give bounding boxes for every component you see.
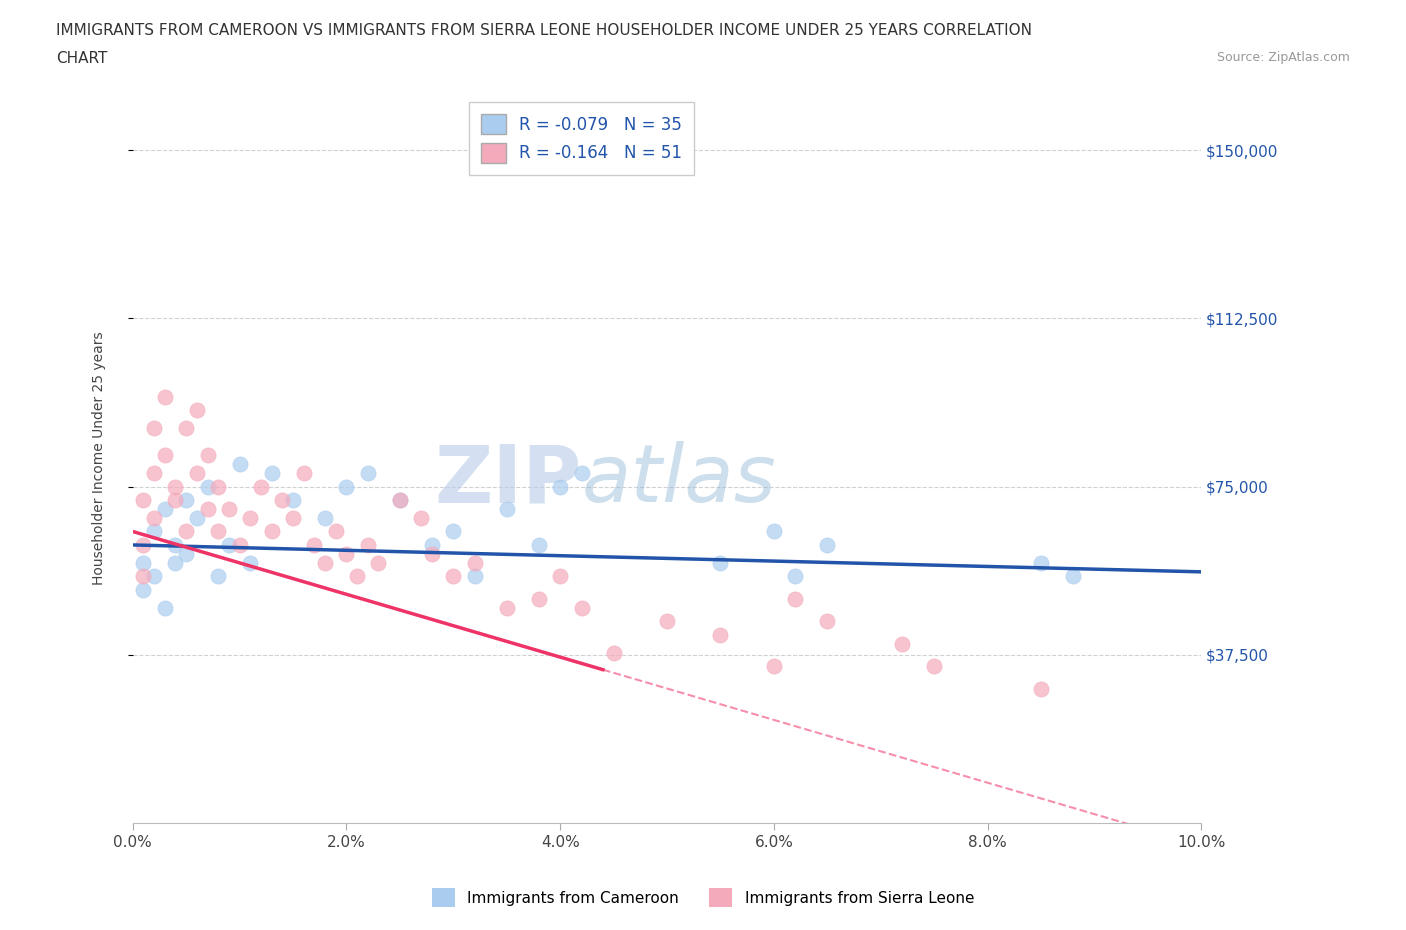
Point (709, 627, 731, 642)
Point (165, 479, 187, 494)
Point (143, 511, 166, 525)
Point (281, 493, 304, 508)
Point (250, 479, 273, 494)
Point (325, 524, 347, 538)
Point (335, 547, 357, 562)
Point (762, 658, 785, 673)
Point (186, 466, 208, 481)
Point (441, 569, 464, 584)
Point (153, 390, 176, 405)
Text: ZIP: ZIP (434, 442, 582, 520)
Point (357, 538, 380, 552)
Point (143, 421, 166, 436)
Text: CHART: CHART (56, 51, 108, 66)
Text: IMMIGRANTS FROM CAMEROON VS IMMIGRANTS FROM SIERRA LEONE HOUSEHOLDER INCOME UNDE: IMMIGRANTS FROM CAMEROON VS IMMIGRANTS F… (56, 23, 1032, 38)
Point (207, 569, 229, 584)
Point (785, 569, 807, 584)
Point (218, 538, 240, 552)
Point (815, 538, 838, 552)
Point (153, 447, 176, 462)
Point (260, 466, 283, 481)
Point (228, 538, 250, 552)
Text: Source: ZipAtlas.com: Source: ZipAtlas.com (1216, 51, 1350, 64)
Point (153, 600, 176, 615)
Point (132, 582, 155, 597)
Point (441, 524, 464, 538)
Point (218, 501, 240, 516)
Point (228, 457, 250, 472)
Point (143, 569, 166, 584)
Point (174, 524, 197, 538)
Point (174, 547, 197, 562)
Point (143, 524, 166, 538)
Point (207, 479, 229, 494)
Point (464, 555, 486, 570)
Point (388, 493, 411, 508)
Point (571, 600, 593, 615)
Point (165, 555, 187, 570)
Point (1029, 681, 1052, 696)
Point (153, 501, 176, 516)
Legend: Immigrants from Cameroon, Immigrants from Sierra Leone: Immigrants from Cameroon, Immigrants fro… (426, 883, 980, 913)
Y-axis label: Householder Income Under 25 years: Householder Income Under 25 years (93, 332, 107, 585)
Point (132, 555, 155, 570)
Point (495, 600, 517, 615)
Point (292, 466, 315, 481)
Point (314, 511, 336, 525)
Point (411, 511, 433, 525)
Point (1062, 569, 1084, 584)
Point (314, 555, 336, 570)
Point (388, 493, 411, 508)
Point (143, 466, 166, 481)
Point (197, 501, 219, 516)
Point (207, 524, 229, 538)
Point (132, 569, 155, 584)
Point (464, 569, 486, 584)
Point (571, 466, 593, 481)
Point (165, 493, 187, 508)
Point (271, 493, 294, 508)
Point (891, 636, 914, 651)
Point (165, 538, 187, 552)
Point (357, 466, 380, 481)
Point (655, 614, 678, 629)
Legend: R = -0.079   N = 35, R = -0.164   N = 51: R = -0.079 N = 35, R = -0.164 N = 51 (470, 102, 693, 175)
Point (495, 501, 517, 516)
Point (709, 555, 731, 570)
Point (346, 569, 368, 584)
Point (132, 538, 155, 552)
Point (602, 645, 624, 660)
Point (527, 538, 550, 552)
Point (197, 447, 219, 462)
Point (281, 511, 304, 525)
Point (186, 511, 208, 525)
Point (174, 493, 197, 508)
Point (420, 547, 443, 562)
Point (239, 555, 262, 570)
Point (335, 479, 357, 494)
Point (815, 614, 838, 629)
Point (197, 479, 219, 494)
Point (1029, 555, 1052, 570)
Point (367, 555, 389, 570)
Point (785, 591, 807, 606)
Point (762, 524, 785, 538)
Point (174, 421, 197, 436)
Point (260, 524, 283, 538)
Point (922, 658, 945, 673)
Point (548, 569, 571, 584)
Point (186, 403, 208, 418)
Point (527, 591, 550, 606)
Point (548, 479, 571, 494)
Point (420, 538, 443, 552)
Point (304, 538, 326, 552)
Point (132, 493, 155, 508)
Point (239, 511, 262, 525)
Text: atlas: atlas (582, 442, 776, 520)
